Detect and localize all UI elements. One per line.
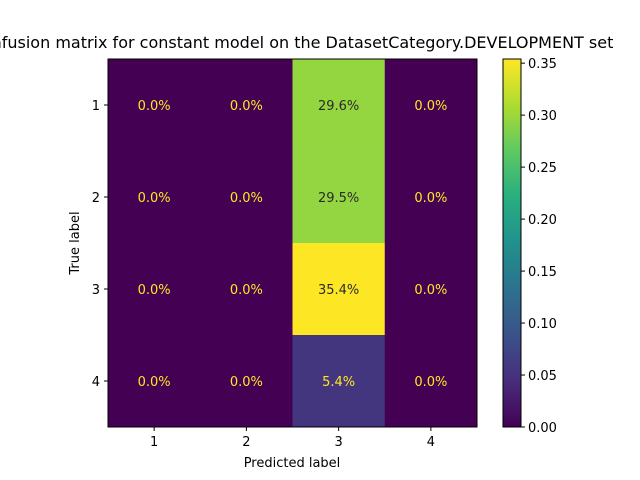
y-axis-label: True label xyxy=(68,211,83,275)
x-tick-label: 2 xyxy=(242,435,250,450)
heatmap-cell xyxy=(108,151,201,244)
heatmap-cell xyxy=(200,59,293,152)
y-tick-label: 3 xyxy=(92,283,100,298)
cell-value-label: 0.0% xyxy=(138,375,171,390)
heatmap-cell xyxy=(200,151,293,244)
y-tick-label: 4 xyxy=(92,375,100,390)
chart-title: Confusion matrix for constant model on t… xyxy=(0,33,613,52)
x-axis-label: Predicted label xyxy=(244,456,341,471)
cell-value-label: 0.0% xyxy=(138,283,171,298)
heatmap-cell xyxy=(108,335,201,428)
cell-value-label: 35.4% xyxy=(318,283,359,298)
colorbar-tick-label: 0.30 xyxy=(528,109,557,124)
cell-value-label: 0.0% xyxy=(230,283,263,298)
x-tick-label: 4 xyxy=(427,435,435,450)
heatmap-cell xyxy=(384,243,478,336)
cell-value-label: 0.0% xyxy=(230,375,263,390)
heatmap-cell xyxy=(108,59,201,152)
colorbar-ticks: 0.00 0.05 0.10 0.15 0.20 0.25 0.30 0.35 xyxy=(521,57,557,436)
heatmap-cell xyxy=(292,335,386,428)
colorbar-tick-label: 0.35 xyxy=(528,57,557,72)
heatmap-cell xyxy=(200,335,293,428)
heatmap-cell xyxy=(108,243,201,336)
colorbar-tick-label: 0.15 xyxy=(528,265,557,280)
cell-value-label: 0.0% xyxy=(138,99,171,114)
x-axis-ticks: 1 2 3 4 xyxy=(150,427,435,450)
colorbar-tick-label: 0.20 xyxy=(528,213,557,228)
plot-frame xyxy=(107,58,478,428)
heatmap-cell xyxy=(384,335,478,428)
cell-value-label: 0.0% xyxy=(414,375,447,390)
colorbar-tick-label: 0.10 xyxy=(528,317,557,332)
x-tick-label: 1 xyxy=(150,435,158,450)
cell-value-label: 0.0% xyxy=(230,99,263,114)
cell-value-labels: 0.0% 0.0% 29.6% 0.0% 0.0% 0.0% 29.5% 0.0% 0.0% 0.… xyxy=(138,99,448,390)
cell-value-label: 5.4% xyxy=(322,375,355,390)
cell-value-label: 0.0% xyxy=(414,99,447,114)
heatmap-cell xyxy=(384,59,478,152)
cell-value-label: 0.0% xyxy=(414,283,447,298)
cell-value-label: 29.6% xyxy=(318,99,359,114)
colorbar-tick-label: 0.25 xyxy=(528,161,557,176)
cell-value-label: 0.0% xyxy=(230,191,263,206)
colorbar xyxy=(502,58,522,428)
y-tick-label: 1 xyxy=(92,99,100,114)
y-axis-ticks: 1 2 3 4 xyxy=(92,99,108,390)
y-tick-label: 2 xyxy=(92,191,100,206)
cell-value-label: 0.0% xyxy=(414,191,447,206)
heatmap-cell xyxy=(292,243,386,336)
heatmap-cell xyxy=(200,243,293,336)
cell-value-label: 29.5% xyxy=(318,191,359,206)
heatmap-cell xyxy=(384,151,478,244)
heatmap-cell xyxy=(292,151,386,244)
colorbar-tick-label: 0.00 xyxy=(528,421,557,436)
colorbar-tick-label: 0.05 xyxy=(528,369,557,384)
x-tick-label: 3 xyxy=(334,435,342,450)
heatmap-cell xyxy=(292,59,386,152)
cell-value-label: 0.0% xyxy=(138,191,171,206)
heatmap-cells xyxy=(108,59,478,428)
